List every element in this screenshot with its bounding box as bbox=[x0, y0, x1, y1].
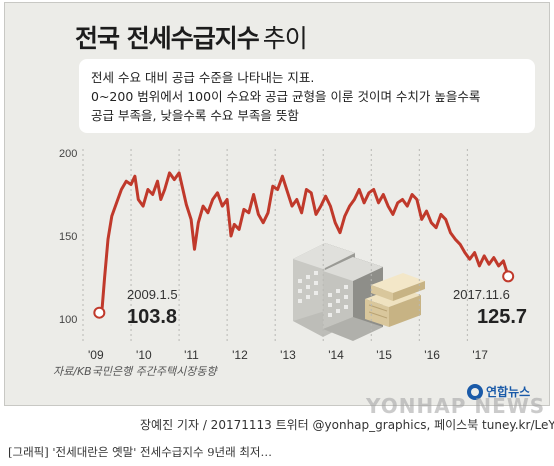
yonhap-logo-text: 연합뉴스 bbox=[486, 385, 531, 399]
x-tick-label: '15 bbox=[376, 348, 392, 362]
end-data-point bbox=[502, 270, 515, 283]
yonhap-logo: 연합뉴스 bbox=[467, 383, 530, 400]
description-line: 공급 부족을, 낮을수록 수요 부족을 뜻함 bbox=[91, 108, 299, 123]
x-tick-label: '09 bbox=[88, 348, 104, 362]
infographic-card: 100 150 200 '09 '10 '11 '12 '13 '14 '15 '16 '17 20… bbox=[4, 2, 550, 406]
apartment-buildings-illustration bbox=[293, 243, 425, 341]
source-note: 자료/KB국민은행 주간주택시장동향 bbox=[53, 365, 217, 378]
x-tick-label: '16 bbox=[424, 348, 440, 362]
watermark: YONHAP NEWS bbox=[366, 394, 546, 418]
credit-line: 장예진 기자 / 20171113 트위터 @yonhap_graphics, … bbox=[140, 418, 554, 432]
start-value-label: 103.8 bbox=[127, 306, 177, 328]
x-tick-label: '11 bbox=[184, 348, 199, 362]
y-tick-label: 150 bbox=[59, 231, 77, 243]
line-chart: 100 150 200 '09 '10 '11 '12 '13 '14 '15 '16 '17 20… bbox=[59, 148, 527, 362]
title-sub: 추이 bbox=[262, 24, 308, 53]
vertical-gridlines bbox=[82, 149, 468, 343]
image-caption: [그래픽] '전세대란은 옛말' 전세수급지수 9년래 최저… bbox=[8, 445, 272, 459]
x-tick-label: '17 bbox=[472, 348, 488, 362]
yonhap-logo-icon bbox=[467, 383, 483, 400]
x-tick-label: '12 bbox=[232, 348, 248, 362]
description-line: 전세 수요 대비 공급 수준을 나타내는 지표. bbox=[91, 70, 315, 85]
end-date-label: 2017.11.6 bbox=[453, 287, 510, 302]
start-date-label: 2009.1.5 bbox=[127, 287, 178, 302]
description-box: 전세 수요 대비 공급 수준을 나타내는 지표. 0~200 범위에서 100이… bbox=[79, 59, 535, 133]
y-tick-label: 100 bbox=[59, 314, 77, 326]
y-axis: 100 150 200 bbox=[59, 148, 77, 326]
x-tick-label: '10 bbox=[136, 348, 152, 362]
x-tick-label: '14 bbox=[328, 348, 344, 362]
chart-title: 전국 전세수급지수 추이 bbox=[75, 19, 308, 55]
start-data-point bbox=[93, 306, 106, 319]
description-line: 0~200 범위에서 100이 수요와 공급 균형을 이룬 것이며 수치가 높을… bbox=[91, 89, 481, 104]
x-tick-label: '13 bbox=[280, 348, 296, 362]
y-tick-label: 200 bbox=[59, 148, 77, 160]
title-main: 전국 전세수급지수 bbox=[75, 24, 260, 53]
x-axis: '09 '10 '11 '12 '13 '14 '15 '16 '17 bbox=[88, 348, 488, 362]
series-line bbox=[97, 171, 510, 315]
end-value-label: 125.7 bbox=[477, 306, 527, 328]
